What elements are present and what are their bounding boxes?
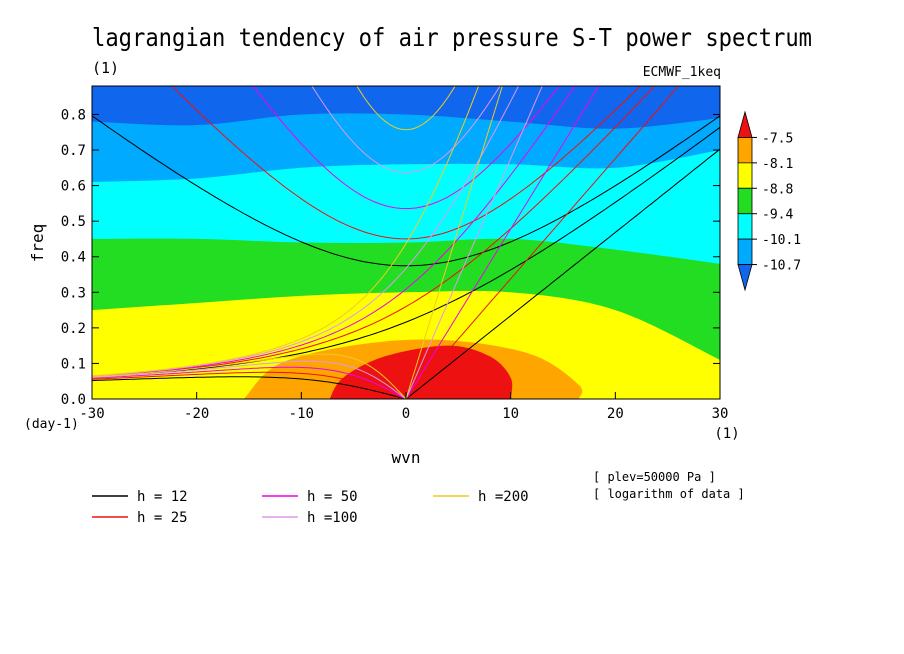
kelvin-wave-curve bbox=[405, 86, 503, 399]
dispersion-curves bbox=[92, 86, 720, 399]
colorbar-swatch bbox=[737, 187, 753, 215]
y-axis-label: freq bbox=[28, 224, 47, 263]
legend-label: h =100 bbox=[307, 510, 358, 526]
y-tick-label: 0.6 bbox=[61, 179, 86, 195]
gravity-wave-curve bbox=[92, 115, 720, 267]
colorbar-label: -9.4 bbox=[762, 208, 793, 223]
mrg-wave-curve bbox=[92, 86, 480, 377]
y-tick-label: 0.1 bbox=[61, 356, 86, 372]
colorbar-label: -8.1 bbox=[762, 157, 793, 172]
kelvin-wave-curve bbox=[405, 86, 600, 399]
x-tick-label: 0 bbox=[402, 406, 410, 422]
rossby-wave-curve bbox=[92, 366, 407, 399]
colorbar-label: -10.7 bbox=[762, 259, 801, 274]
contour-regions bbox=[92, 86, 720, 399]
colorbar: -7.5 -8.1 -8.8 -9.4 -10.1 -10.7 bbox=[737, 110, 801, 292]
y-axis: 0.0 0.1 0.2 0.3 0.4 0.5 0.6 0.7 0.8 bbox=[61, 107, 720, 408]
x-tick-label: 10 bbox=[502, 406, 519, 422]
gravity-wave-curve bbox=[311, 86, 501, 174]
gravity-wave-curve bbox=[356, 86, 456, 131]
note-plev: [ plev=50000 Pa ] bbox=[593, 470, 716, 484]
colorbar-label: -7.5 bbox=[762, 131, 793, 146]
note-logarithm: [ logarithm of data ] bbox=[593, 487, 745, 501]
chart-title: lagrangian tendency of air pressure S-T … bbox=[92, 23, 812, 52]
colorbar-swatch bbox=[737, 213, 753, 240]
x-tick-label: 30 bbox=[712, 406, 729, 422]
y-tick-label: 0.8 bbox=[61, 107, 86, 123]
y-tick-label: 0.2 bbox=[61, 321, 86, 337]
rossby-wave-curve bbox=[92, 376, 407, 399]
gravity-wave-curve bbox=[171, 86, 641, 240]
contour-band bbox=[329, 345, 513, 399]
plot-area bbox=[92, 86, 720, 399]
kelvin-wave-curve bbox=[405, 86, 680, 399]
kelvin-wave-curve bbox=[405, 86, 543, 399]
y-tick-label: 0.3 bbox=[61, 285, 86, 301]
rossby-wave-curve bbox=[92, 353, 407, 399]
mrg-wave-curve bbox=[92, 86, 576, 377]
x-axis-unit: (1) bbox=[714, 426, 739, 442]
title-unit: (1) bbox=[92, 59, 119, 77]
y-tick-label: 0.7 bbox=[61, 143, 86, 159]
legend-label: h = 25 bbox=[137, 510, 188, 526]
colorbar-swatch bbox=[737, 137, 753, 164]
y-tick-label: 0.0 bbox=[61, 392, 86, 408]
colorbar-label: -8.8 bbox=[762, 182, 793, 197]
mrg-wave-curve bbox=[92, 86, 656, 378]
rossby-wave-curve bbox=[92, 360, 407, 399]
colorbar-swatch bbox=[737, 110, 753, 138]
legend-label: h =200 bbox=[478, 489, 529, 505]
mrg-wave-curve bbox=[92, 86, 520, 377]
colorbar-swatch bbox=[737, 238, 753, 265]
x-tick-label: -20 bbox=[184, 406, 209, 422]
x-tick-label: -10 bbox=[289, 406, 314, 422]
y-axis-unit: (day-1) bbox=[24, 417, 79, 432]
rossby-wave-curve bbox=[92, 371, 407, 399]
colorbar-label: -10.1 bbox=[762, 233, 801, 248]
y-tick-label: 0.5 bbox=[61, 214, 86, 230]
kelvin-wave-curve bbox=[405, 148, 720, 399]
y-tick-label: 0.4 bbox=[61, 250, 86, 266]
x-tick-label: 20 bbox=[607, 406, 624, 422]
colorbar-swatch bbox=[737, 162, 753, 189]
mrg-wave-curve bbox=[92, 126, 720, 378]
legend: h = 12 h = 25 h = 50 h =100 h =200 bbox=[92, 489, 529, 526]
legend-label: h = 12 bbox=[137, 489, 188, 505]
source-label: ECMWF_1keq bbox=[643, 65, 721, 80]
legend-label: h = 50 bbox=[307, 489, 358, 505]
x-tick-label: -30 bbox=[79, 406, 104, 422]
x-axis-label: wvn bbox=[392, 448, 421, 467]
gravity-wave-curve bbox=[252, 86, 560, 210]
colorbar-swatch bbox=[737, 264, 753, 292]
x-axis: -30 -20 -10 0 10 20 30 bbox=[79, 392, 728, 422]
